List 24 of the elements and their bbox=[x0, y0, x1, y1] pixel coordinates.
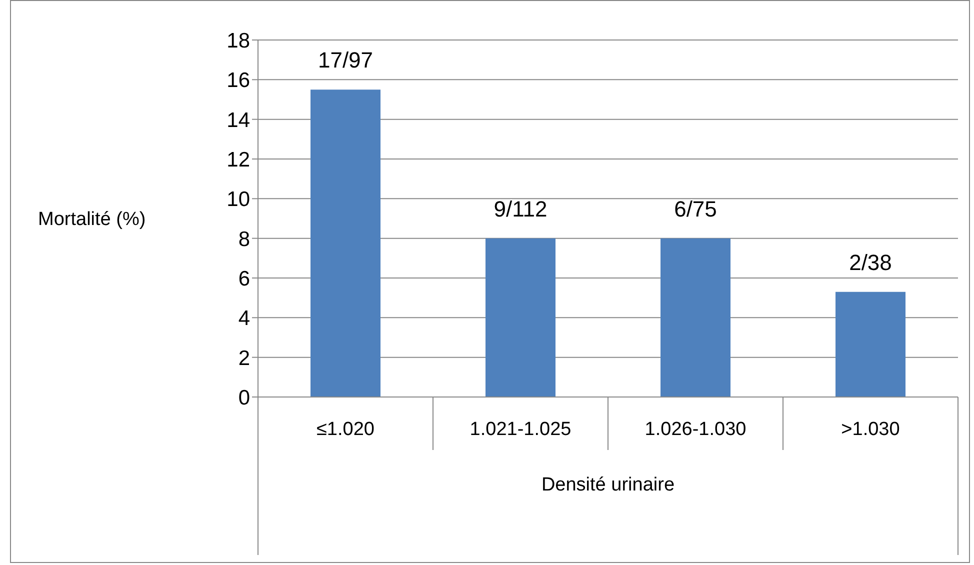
x-tick-label: ≤1.020 bbox=[316, 419, 374, 440]
y-axis-title: Mortalité (%) bbox=[38, 209, 146, 230]
y-tick-label: 4 bbox=[238, 307, 250, 330]
x-tick-label: >1.030 bbox=[841, 419, 900, 440]
bar bbox=[660, 238, 730, 397]
y-tick-label: 10 bbox=[226, 188, 250, 212]
x-tick-label: 1.021-1.025 bbox=[470, 419, 572, 440]
y-tick-label: 6 bbox=[238, 267, 250, 290]
bar bbox=[310, 90, 380, 397]
bar bbox=[836, 292, 906, 397]
y-tick-label: 0 bbox=[238, 386, 250, 410]
data-label: 6/75 bbox=[674, 196, 717, 222]
y-tick-label: 16 bbox=[226, 69, 250, 92]
data-label: 17/97 bbox=[318, 48, 374, 73]
y-tick-label: 8 bbox=[238, 228, 250, 251]
x-axis-title: Densité urinaire bbox=[541, 474, 675, 496]
y-tick-label: 18 bbox=[226, 29, 250, 52]
bar bbox=[486, 238, 556, 397]
data-label: 9/112 bbox=[494, 196, 548, 222]
x-tick-label: 1.026-1.030 bbox=[644, 419, 746, 440]
y-tick-label: 14 bbox=[226, 108, 250, 132]
y-tick-label: 12 bbox=[226, 148, 250, 172]
y-tick-label: 2 bbox=[238, 346, 250, 370]
data-label: 2/38 bbox=[849, 250, 892, 275]
